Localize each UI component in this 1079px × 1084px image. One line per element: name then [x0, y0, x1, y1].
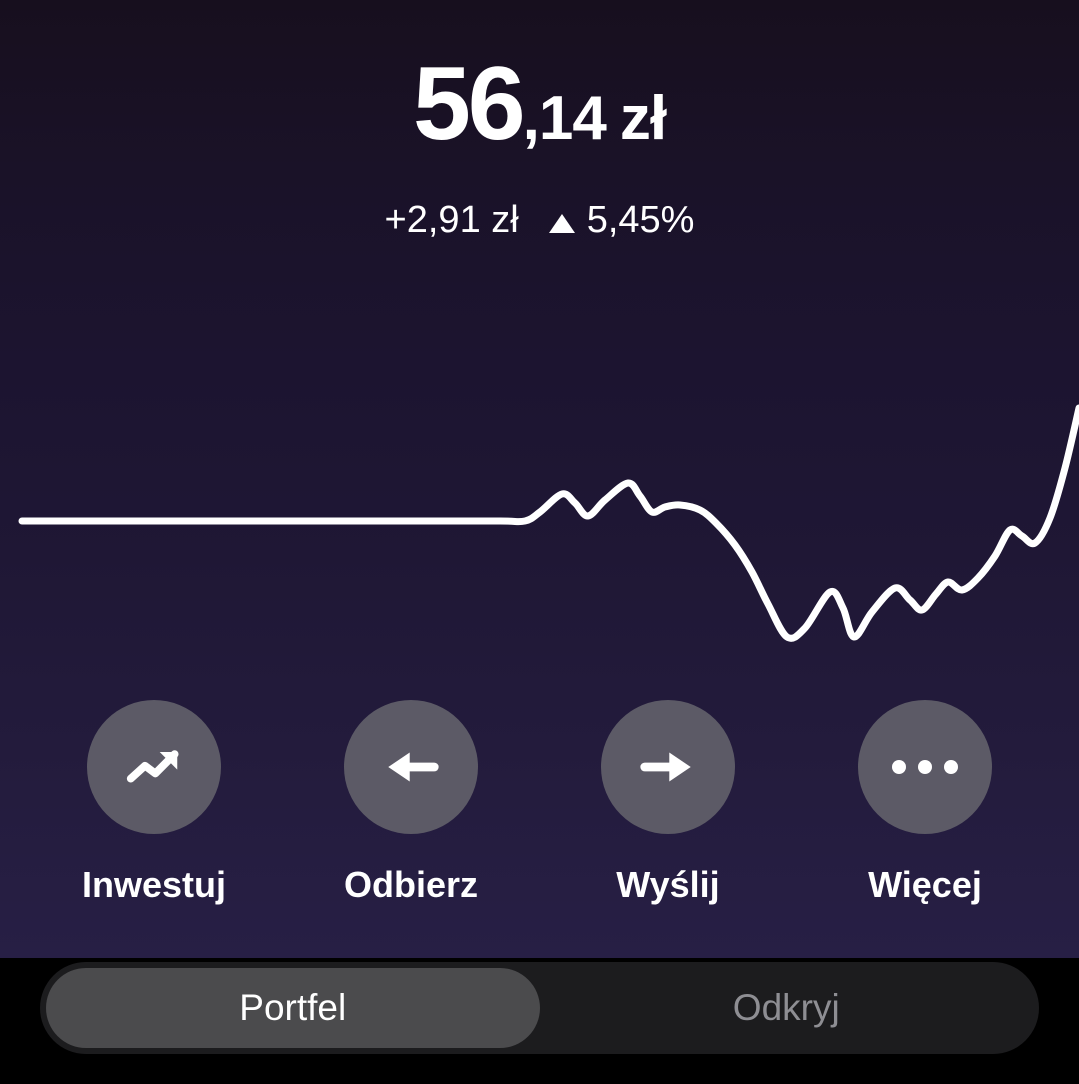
bottom-tab-bar: Portfel Odkryj — [40, 962, 1039, 1054]
tab-portfel[interactable]: Portfel — [46, 968, 540, 1048]
action-receive-circle[interactable] — [344, 700, 478, 834]
action-receive-label: Odbierz — [343, 864, 478, 905]
sparkline-svg — [18, 404, 1079, 642]
balance-block: 56,14 zł — [0, 52, 1079, 156]
action-invest-circle[interactable] — [87, 700, 221, 834]
portfolio-sparkline-chart[interactable] — [0, 330, 1079, 670]
tab-odkryj[interactable]: Odkryj — [540, 968, 1034, 1048]
more-dot-1 — [892, 760, 906, 774]
change-absolute: +2,91 zł — [384, 199, 519, 241]
balance-amount: 56,14 zł — [0, 52, 1079, 156]
action-invest[interactable]: Inwestuj — [82, 700, 226, 906]
balance-change-row: +2,91 zł 5,45% — [0, 199, 1079, 242]
arrow-left-icon — [388, 752, 439, 782]
balance-fraction: ,14 — [522, 84, 607, 153]
bottom-safe-area — [0, 1054, 1079, 1084]
action-send-circle[interactable] — [601, 700, 735, 834]
change-percent: 5,45% — [586, 199, 695, 241]
action-more-label: Więcej — [868, 864, 982, 905]
action-more[interactable]: Więcej — [857, 700, 993, 906]
arrow-right-icon — [640, 752, 691, 782]
more-horizontal-icon — [892, 760, 958, 774]
tab-portfel-label: Portfel — [239, 987, 347, 1028]
action-send-label: Wyślij — [616, 864, 720, 905]
action-receive[interactable]: Odbierz — [343, 700, 479, 906]
tab-odkryj-label: Odkryj — [732, 987, 840, 1028]
trending-up-icon — [126, 750, 179, 783]
action-button-row: Inwestuj Odbierz Wyśli — [0, 700, 1079, 906]
portfolio-screen: 56,14 zł +2,91 zł 5,45% Inwestuj — [0, 0, 1079, 958]
more-dot-2 — [918, 760, 932, 774]
triangle-up-icon — [548, 214, 575, 233]
sparkline-path — [18, 404, 1079, 642]
balance-currency: zł — [619, 84, 667, 153]
action-more-circle[interactable] — [858, 700, 992, 834]
action-send[interactable]: Wyślij — [600, 700, 736, 906]
balance-integer: 56 — [412, 46, 526, 162]
more-dot-3 — [944, 760, 958, 774]
action-invest-label: Inwestuj — [81, 864, 227, 905]
